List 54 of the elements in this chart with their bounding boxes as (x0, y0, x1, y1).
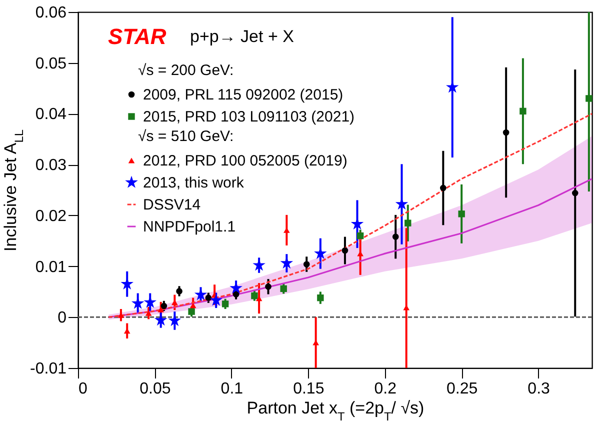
point (356, 232, 364, 240)
annotation: p+p→ Jet + X (190, 27, 294, 46)
point (458, 210, 465, 218)
x-tick-label: 0.25 (446, 380, 478, 398)
point (222, 300, 229, 308)
x-tick-label: 0.1 (220, 380, 244, 398)
point (145, 310, 152, 316)
point (158, 306, 164, 312)
legend-label: 2015, PRD 103 L091103 (2021) (143, 108, 355, 126)
point (188, 308, 195, 315)
point (586, 95, 592, 102)
y-tick-label: 0.05 (35, 55, 67, 72)
legend-label: NNPDFpol1.1 (143, 218, 236, 236)
point (392, 234, 399, 240)
y-tick-label: 0.02 (35, 208, 67, 225)
y-tick-label: 0.04 (35, 106, 67, 124)
y-tick-label: -0.01 (30, 360, 67, 378)
point (210, 294, 222, 306)
point (160, 302, 168, 310)
point (303, 261, 310, 268)
x-tick-label: 0.3 (528, 380, 550, 398)
y-tick-label: 0.03 (35, 157, 67, 174)
x-tick-label: 0.05 (140, 380, 171, 398)
x-axis-title: Parton Jet x$_{T}$ (=2p$_{T}$/ √s) (246, 398, 424, 424)
point (124, 328, 130, 334)
point (280, 256, 294, 269)
point (251, 292, 258, 300)
point (256, 296, 262, 302)
point (232, 291, 240, 298)
y-tick-label: 0.01 (35, 258, 67, 276)
x-tick-label: 0.15 (293, 380, 324, 398)
x-tick-label: 0.2 (374, 380, 397, 398)
legend-label: DSSV14 (143, 196, 201, 214)
point (190, 302, 196, 308)
point (520, 108, 526, 115)
annotation: STAR (108, 24, 166, 49)
legend-label: 2013, this work (143, 174, 244, 192)
y-tick-label: 0 (58, 310, 67, 327)
point (342, 247, 348, 254)
point (317, 294, 324, 302)
annotation: √s = 200 GeV: (138, 62, 234, 79)
point (280, 285, 287, 292)
point (446, 80, 459, 93)
annotation: √s = 510 GeV: (138, 128, 234, 145)
point (265, 283, 272, 290)
point (572, 190, 578, 196)
x-tick-label: 0 (78, 380, 88, 398)
point (205, 294, 212, 301)
legend-label: 2012, PRD 100 052005 (2019) (143, 152, 348, 170)
point (440, 184, 446, 192)
point (404, 220, 412, 226)
y-tick-label: 0.06 (35, 4, 67, 22)
legend-label: 2009, PRL 115 092002 (2015) (143, 86, 344, 104)
point (502, 129, 510, 136)
